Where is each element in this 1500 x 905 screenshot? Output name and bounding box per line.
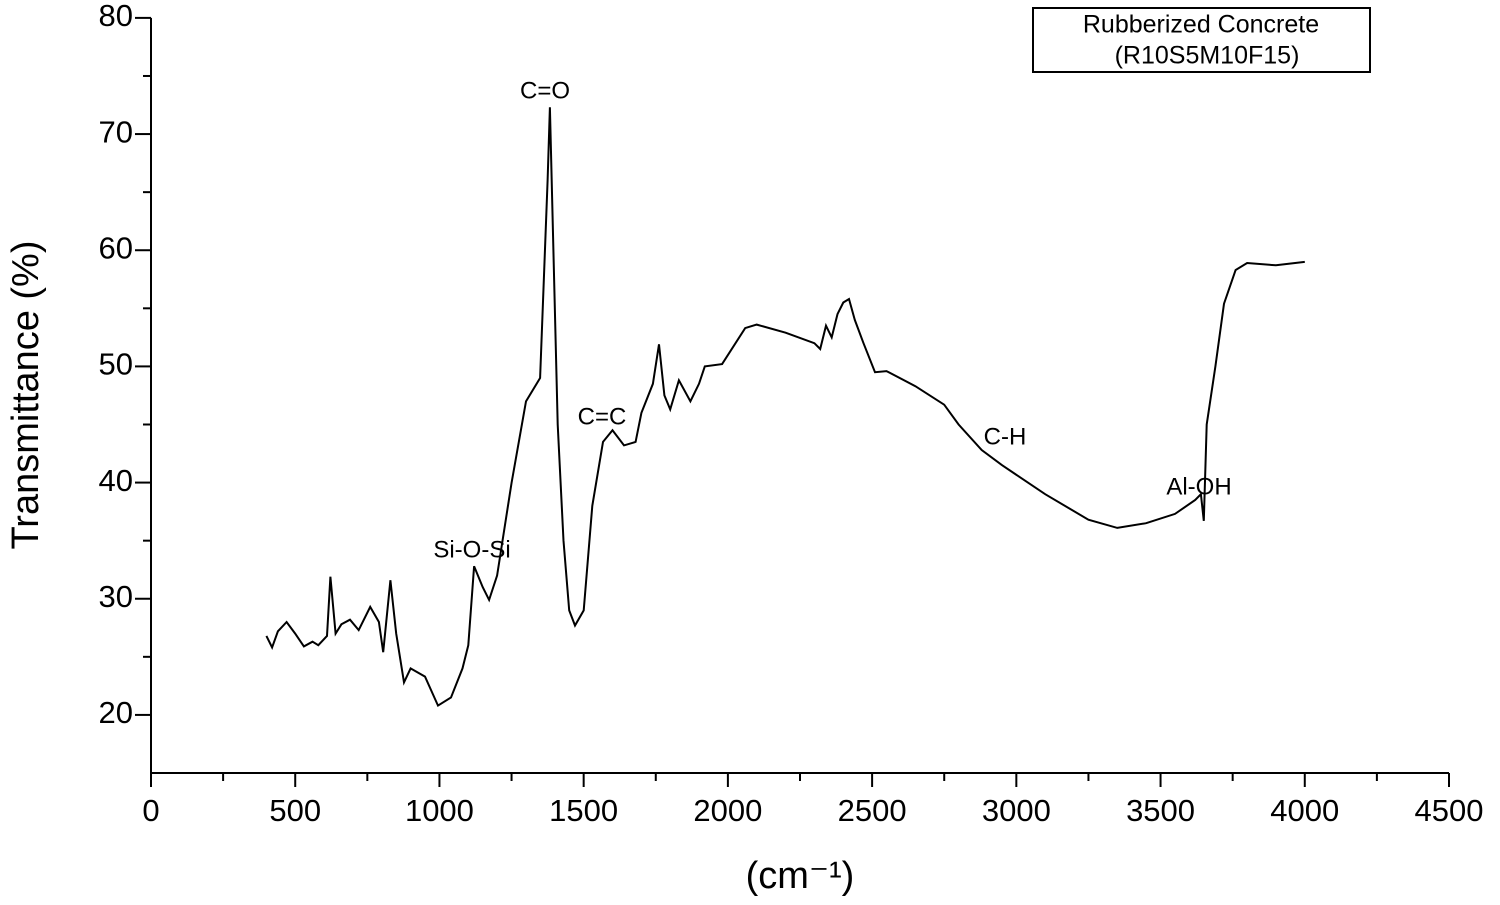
annotation: C=C	[578, 403, 627, 430]
annotation: Si-O-Si	[433, 536, 510, 563]
y-tick-label: 70	[99, 114, 133, 149]
y-axis-title: Transmittance (%)	[5, 241, 47, 550]
annotation: Al-OH	[1166, 473, 1231, 500]
y-tick-label: 60	[99, 230, 133, 265]
y-tick-label: 40	[99, 463, 133, 498]
x-tick-label: 1500	[549, 793, 618, 828]
x-tick-label: 2500	[838, 793, 907, 828]
x-tick-label: 500	[269, 793, 321, 828]
x-tick-label: 4000	[1270, 793, 1339, 828]
x-tick-label: 2000	[693, 793, 762, 828]
x-tick-label: 0	[142, 793, 159, 828]
x-axis-title: (cm⁻¹)	[746, 855, 855, 897]
legend-box	[1032, 7, 1371, 73]
x-tick-label: 3000	[982, 793, 1051, 828]
x-tick-label: 3500	[1126, 793, 1195, 828]
y-tick-label: 80	[99, 0, 133, 33]
x-tick-label: 4500	[1415, 793, 1484, 828]
legend-line: (R10S5M10F15)	[1115, 42, 1300, 70]
y-tick-label: 30	[99, 579, 133, 614]
spectrum-line	[265, 107, 1305, 708]
x-tick-label: 1000	[405, 793, 474, 828]
y-tick-label: 50	[99, 347, 133, 382]
y-tick-label: 20	[99, 695, 133, 730]
annotation: C=O	[520, 77, 570, 104]
annotation: C-H	[984, 423, 1027, 450]
legend-line: Rubberized Concrete	[1083, 11, 1319, 39]
